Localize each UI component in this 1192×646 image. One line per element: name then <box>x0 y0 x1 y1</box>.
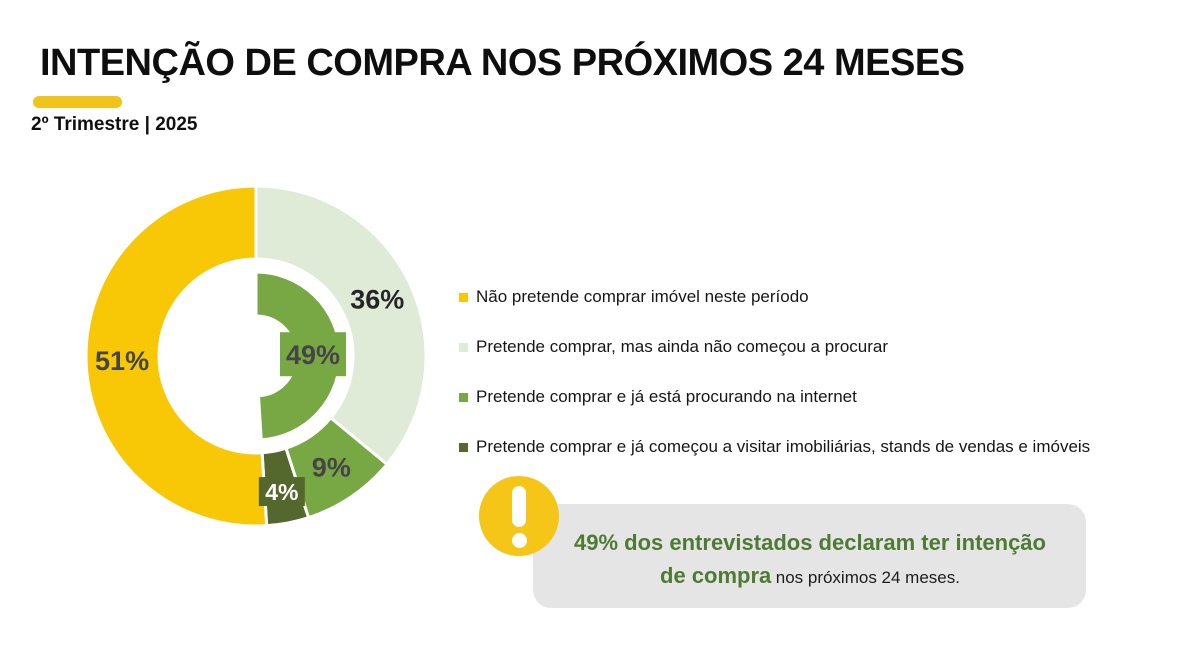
callout-highlight-line2: de compra <box>660 563 772 588</box>
accent-bar <box>33 96 122 108</box>
segment-label: 51% <box>95 346 149 376</box>
legend-item: Pretende comprar, mas ainda não começou … <box>459 337 1159 357</box>
exclamation-icon <box>479 476 559 556</box>
callout-text: 49% dos entrevistados declaram ter inten… <box>540 528 1080 594</box>
donut-chart: 36% 9% 4% 51% 49% <box>84 184 428 528</box>
legend-item-label: Pretende comprar e já está procurando na… <box>476 387 857 406</box>
inner-ring-badge-label: 49% <box>286 340 340 370</box>
legend-item: Não pretende comprar imóvel neste períod… <box>459 287 1159 307</box>
legend-item-label: Pretende comprar e já começou a visitar … <box>476 437 1091 456</box>
legend-item: Pretende comprar e já começou a visitar … <box>459 437 1159 457</box>
legend-swatch-icon <box>459 342 468 352</box>
legend-swatch-icon <box>459 292 468 302</box>
page-title: INTENÇÃO DE COMPRA NOS PRÓXIMOS 24 MESES <box>40 42 965 84</box>
segment-label: 36% <box>350 285 404 315</box>
inner-ring-badge-bg <box>279 332 346 377</box>
segment-badge-label: 4% <box>265 479 298 505</box>
legend-swatch-icon <box>459 442 468 452</box>
callout-rest: nos próximos 24 meses. <box>775 568 960 587</box>
legend-item-label: Pretende comprar, mas ainda não começou … <box>476 337 889 356</box>
legend: Não pretende comprar imóvel neste períod… <box>459 287 1159 457</box>
donut-segment <box>254 184 428 466</box>
donut-segment <box>84 184 269 528</box>
legend-item: Pretende comprar e já está procurando na… <box>459 387 1159 407</box>
legend-swatch-icon <box>459 392 468 402</box>
exclamation-bar <box>512 486 526 527</box>
callout-highlight-line1: 49% dos entrevistados declaram ter inten… <box>574 530 1046 555</box>
callout-box <box>533 504 1086 608</box>
exclamation-dot <box>511 533 527 548</box>
legend-item-label: Não pretende comprar imóvel neste períod… <box>476 287 809 306</box>
segment-badge-bg <box>258 477 305 507</box>
segment-label: 9% <box>312 453 351 483</box>
page-subtitle: 2º Trimestre | 2025 <box>31 114 198 135</box>
